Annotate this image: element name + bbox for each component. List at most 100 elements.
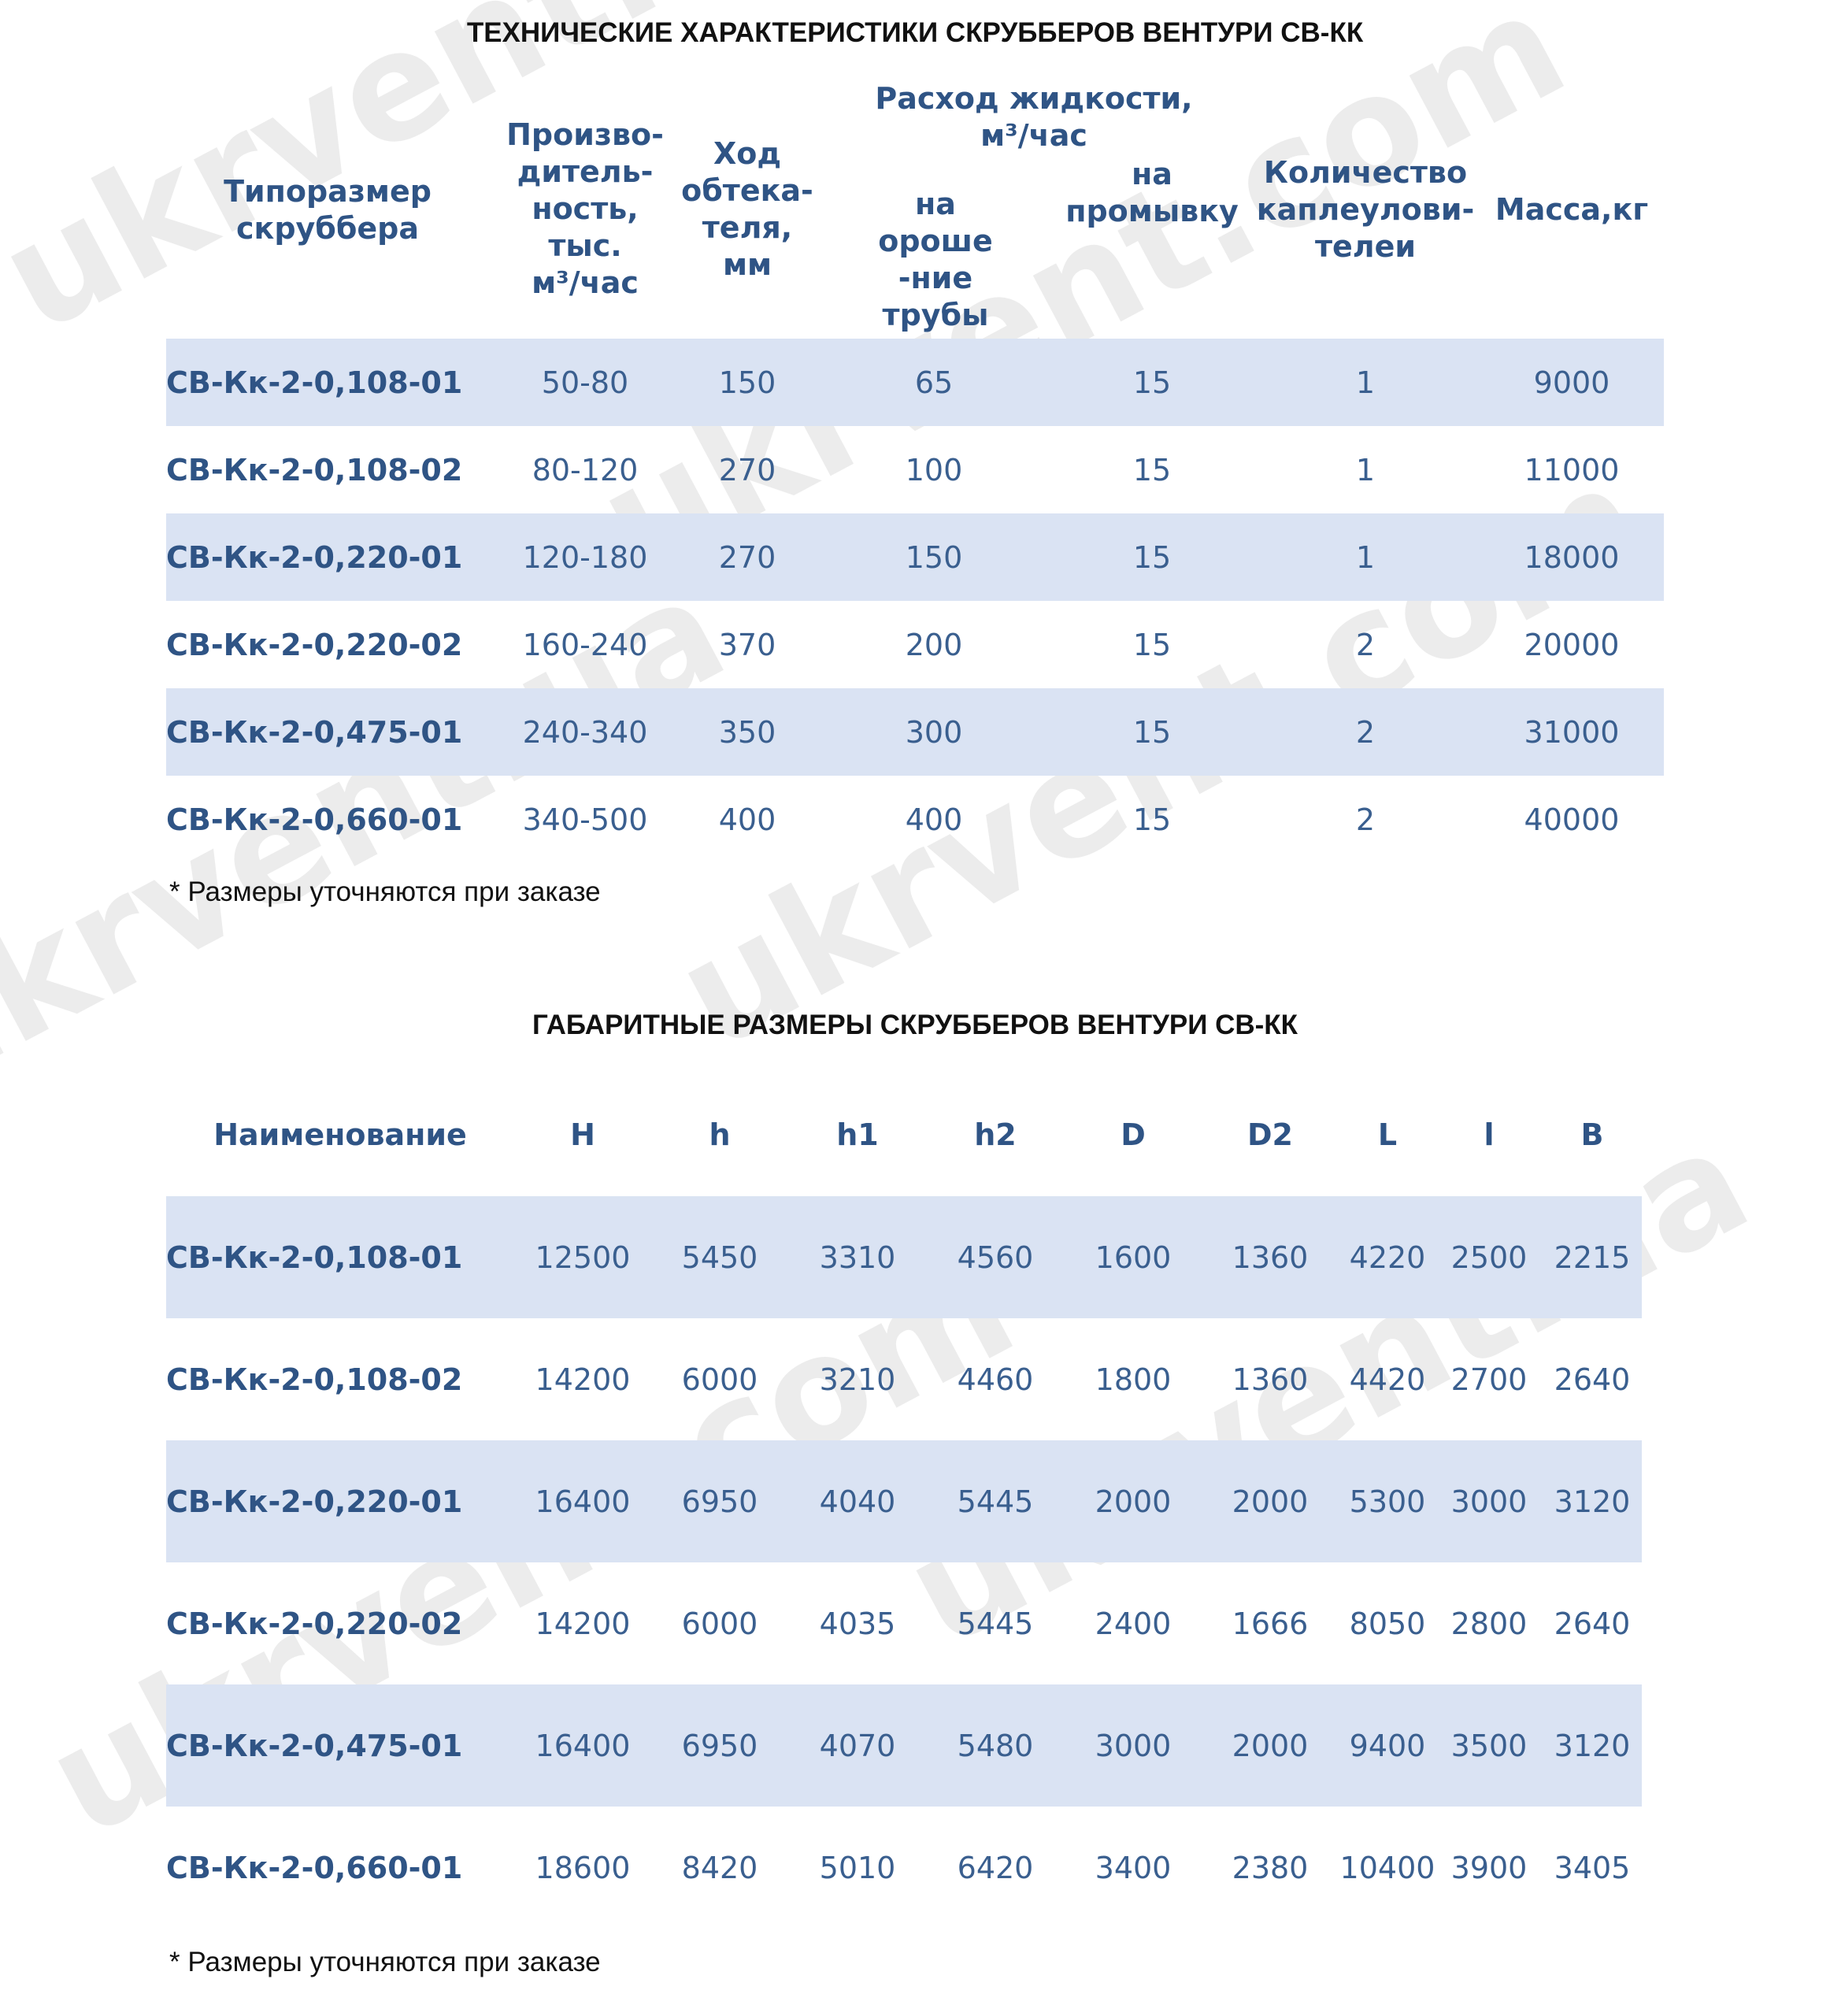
table-row: СВ-Кк-2-0,108-01 50-80 150 65 15 1 9000: [166, 339, 1664, 426]
cell: 2700: [1450, 1362, 1528, 1397]
cell: 2400: [1095, 1606, 1172, 1641]
cell: 10400: [1339, 1850, 1435, 1885]
row-name: СВ-Кк-2-0,475-01: [166, 1728, 463, 1763]
cell: 15: [1132, 627, 1172, 662]
cell: 31000: [1524, 714, 1620, 750]
cell: 1: [1355, 539, 1376, 575]
cell: 18000: [1524, 539, 1620, 575]
table-row: СВ-Кк-2-0,220-01 16400 6950 4040 5445 2000 200…: [166, 1440, 1642, 1562]
cell: 5445: [957, 1484, 1034, 1519]
cell: 3310: [819, 1240, 896, 1275]
table-row: СВ-Кк-2-0,108-02 14200 6000 3210 4460 1800 136…: [166, 1318, 1642, 1440]
cell: 80-120: [532, 452, 639, 487]
header-col: h2: [974, 1117, 1017, 1152]
cell: 50-80: [541, 365, 629, 400]
cell: 3400: [1095, 1850, 1172, 1885]
cell: 1360: [1232, 1240, 1309, 1275]
cell: 160-240: [522, 627, 648, 662]
cell: 300: [905, 714, 963, 750]
cell: 16400: [535, 1484, 631, 1519]
cell: 1600: [1095, 1240, 1172, 1275]
header-col: B: [1580, 1117, 1604, 1152]
cell: 1666: [1232, 1606, 1309, 1641]
cell: 3210: [819, 1362, 896, 1397]
cell: 15: [1132, 802, 1172, 837]
table-row: СВ-Кк-2-0,660-01 340-500 400 400 15 2 40000: [166, 776, 1664, 863]
cell: 12500: [535, 1240, 631, 1275]
header-col: h1: [836, 1117, 879, 1152]
row-name: СВ-Кк-2-0,220-02: [166, 627, 463, 662]
cell: 2: [1355, 627, 1376, 662]
specs-title: ТЕХНИЧЕСКИЕ ХАРАКТЕРИСТИКИ СКРУББЕРОВ ВЕ…: [466, 17, 1364, 48]
cell: 8050: [1349, 1606, 1426, 1641]
cell: 5450: [681, 1240, 758, 1275]
cell: 2800: [1450, 1606, 1528, 1641]
header-col: D2: [1247, 1117, 1293, 1152]
cell: 1800: [1095, 1362, 1172, 1397]
row-name: СВ-Кк-2-0,660-01: [166, 802, 463, 837]
cell: 5300: [1349, 1484, 1426, 1519]
cell: 15: [1132, 452, 1172, 487]
cell: 40000: [1524, 802, 1620, 837]
cell: 370: [718, 627, 776, 662]
header-liquid-flow: Расход жидкости, м³/час: [875, 81, 1193, 153]
header-flushing: на промывку: [1065, 157, 1239, 228]
watermark: ukrvent.com: [0, 0, 993, 366]
header-droplet-catchers: Количество каплеулови- телеи: [1256, 155, 1475, 264]
header-mass: Масса,кг: [1495, 192, 1649, 227]
cell: 6420: [957, 1850, 1034, 1885]
table-row: СВ-Кк-2-0,660-01 18600 8420 5010 6420 3400 238…: [166, 1807, 1642, 1929]
cell: 20000: [1524, 627, 1620, 662]
cell: 3500: [1450, 1728, 1528, 1763]
header-col: D: [1121, 1117, 1146, 1152]
cell: 4070: [819, 1728, 896, 1763]
cell: 120-180: [522, 539, 648, 575]
row-name: СВ-Кк-2-0,220-02: [166, 1606, 463, 1641]
cell: 9400: [1349, 1728, 1426, 1763]
cell: 400: [718, 802, 776, 837]
cell: 4560: [957, 1240, 1034, 1275]
cell: 1: [1355, 452, 1376, 487]
cell: 2380: [1232, 1850, 1309, 1885]
row-name: СВ-Кк-2-0,220-01: [166, 539, 463, 575]
cell: 2215: [1554, 1240, 1631, 1275]
cell: 340-500: [522, 802, 648, 837]
cell: 14200: [535, 1606, 631, 1641]
cell: 6950: [681, 1728, 758, 1763]
table-row: СВ-Кк-2-0,108-02 80-120 270 100 15 1 11000: [166, 426, 1664, 513]
cell: 270: [718, 452, 776, 487]
cell: 2000: [1095, 1484, 1172, 1519]
row-name: СВ-Кк-2-0,108-02: [166, 452, 463, 487]
cell: 3405: [1554, 1850, 1631, 1885]
cell: 350: [718, 714, 776, 750]
table-row: СВ-Кк-2-0,108-01 12500 5450 3310 4560 1600 136…: [166, 1196, 1642, 1318]
table-row: СВ-Кк-2-0,475-01 16400 6950 4070 5480 3000 200…: [166, 1684, 1642, 1807]
dims-title: ГАБАРИТНЫЕ РАЗМЕРЫ СКРУББЕРОВ ВЕНТУРИ СВ…: [532, 1010, 1298, 1040]
cell: 400: [905, 802, 963, 837]
dims-footnote: * Размеры уточняются при заказе: [169, 1947, 601, 1977]
cell: 5445: [957, 1606, 1034, 1641]
cell: 270: [718, 539, 776, 575]
cell: 240-340: [522, 714, 648, 750]
header-col: l: [1484, 1117, 1495, 1152]
cell: 150: [905, 539, 963, 575]
cell: 65: [914, 365, 954, 400]
table-row: СВ-Кк-2-0,220-01 120-180 270 150 15 1 18000: [166, 513, 1664, 601]
cell: 4040: [819, 1484, 896, 1519]
cell: 2: [1355, 714, 1376, 750]
cell: 15: [1132, 365, 1172, 400]
cell: 9000: [1533, 365, 1610, 400]
cell: 3120: [1554, 1728, 1631, 1763]
cell: 2500: [1450, 1240, 1528, 1275]
cell: 1360: [1232, 1362, 1309, 1397]
table-row: СВ-Кк-2-0,220-02 160-240 370 200 15 2 20000: [166, 601, 1664, 688]
row-name: СВ-Кк-2-0,660-01: [166, 1850, 463, 1885]
cell: 4220: [1349, 1240, 1426, 1275]
header-col: H: [570, 1117, 595, 1152]
header-col: L: [1377, 1117, 1398, 1152]
cell: 1: [1355, 365, 1376, 400]
cell: 14200: [535, 1362, 631, 1397]
table-row: СВ-Кк-2-0,220-02 14200 6000 4035 5445 2400 166…: [166, 1562, 1642, 1684]
cell: 3000: [1450, 1484, 1528, 1519]
cell: 2000: [1232, 1728, 1309, 1763]
